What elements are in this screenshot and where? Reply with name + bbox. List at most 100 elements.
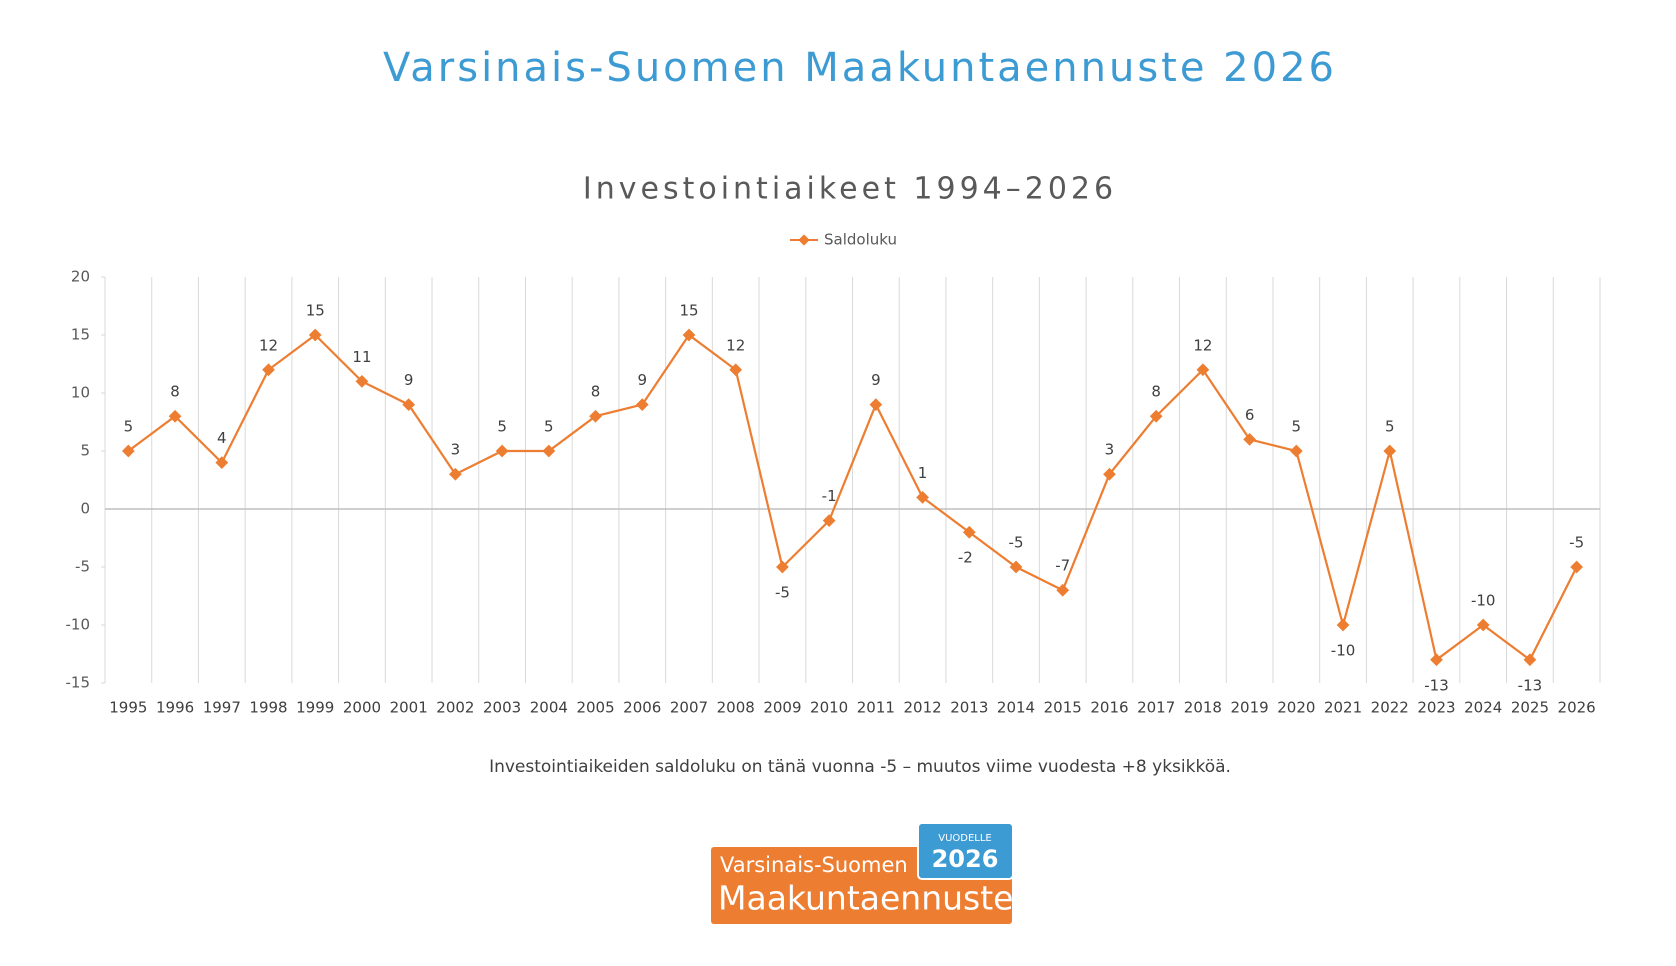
data-label: -1 bbox=[822, 487, 837, 505]
logo-badge-small: VUODELLE bbox=[938, 833, 992, 844]
x-tick-label: 2026 bbox=[1558, 699, 1596, 717]
x-tick-label: 2005 bbox=[576, 699, 614, 717]
x-tick-label: 2021 bbox=[1324, 699, 1362, 717]
data-label: -10 bbox=[1471, 592, 1496, 610]
marker bbox=[449, 467, 462, 481]
marker bbox=[1570, 560, 1584, 574]
marker bbox=[402, 398, 416, 411]
data-label: 5 bbox=[1292, 418, 1302, 436]
y-tick-label: 0 bbox=[80, 500, 90, 518]
x-tick-label: 2019 bbox=[1231, 699, 1269, 717]
marker bbox=[1336, 618, 1350, 632]
y-tick-label: -15 bbox=[66, 674, 91, 692]
marker bbox=[168, 409, 182, 423]
data-label: 12 bbox=[259, 336, 278, 354]
data-label: 8 bbox=[591, 383, 601, 401]
x-tick-label: 2023 bbox=[1417, 699, 1455, 717]
x-tick-label: 1998 bbox=[249, 699, 287, 717]
marker bbox=[635, 398, 649, 411]
x-tick-label: 2008 bbox=[717, 699, 755, 717]
line bbox=[127, 333, 1578, 662]
x-tick-label: 2013 bbox=[950, 699, 988, 717]
logo-badge bbox=[917, 822, 1014, 880]
logo-badge-year: 2026 bbox=[932, 845, 999, 873]
x-tick-label: 2015 bbox=[1044, 699, 1082, 717]
chart-title: Investointiaikeet 1994–2026 bbox=[583, 172, 1117, 207]
data-label: -2 bbox=[958, 549, 973, 567]
marker bbox=[308, 328, 322, 342]
marker bbox=[1289, 444, 1303, 458]
data-label: -5 bbox=[775, 584, 790, 602]
x-tick-label: 2002 bbox=[436, 699, 474, 717]
x-tick-label: 2014 bbox=[997, 699, 1035, 717]
data-label: 11 bbox=[352, 348, 371, 366]
x-tick-label: 2025 bbox=[1511, 699, 1549, 717]
data-label: 5 bbox=[544, 418, 554, 436]
legend-label: Saldoluku bbox=[824, 231, 897, 249]
data-label: 9 bbox=[404, 371, 414, 389]
data-label: 3 bbox=[451, 441, 461, 459]
data-label: 5 bbox=[497, 418, 507, 436]
data-label: 9 bbox=[637, 371, 647, 389]
data-label: -10 bbox=[1331, 642, 1356, 660]
y-tick-label: 20 bbox=[71, 268, 90, 286]
y-tick-label: 15 bbox=[71, 326, 90, 344]
data-label: 5 bbox=[124, 418, 134, 436]
x-tick-label: 2000 bbox=[343, 699, 381, 717]
x-tick-label: 2001 bbox=[390, 699, 428, 717]
data-label: 6 bbox=[1245, 406, 1255, 424]
x-tick-label: 2006 bbox=[623, 699, 661, 717]
y-tick-label: -5 bbox=[75, 558, 90, 576]
data-label: 4 bbox=[217, 429, 227, 447]
x-tick-label: 2020 bbox=[1277, 699, 1315, 717]
page-title: Varsinais-Suomen Maakuntaennuste 2026 bbox=[383, 45, 1337, 91]
x-tick-label: 1996 bbox=[156, 699, 194, 717]
y-tick-label: 5 bbox=[80, 442, 90, 460]
data-label: -13 bbox=[1518, 676, 1543, 694]
x-tick-label: 1997 bbox=[203, 699, 241, 717]
data-label: -13 bbox=[1424, 676, 1449, 694]
data-label: 15 bbox=[679, 302, 698, 320]
marker bbox=[355, 375, 369, 388]
data-label: 9 bbox=[871, 371, 881, 389]
data-label: 1 bbox=[918, 464, 928, 482]
x-tick-label: 2004 bbox=[530, 699, 568, 717]
marker bbox=[1243, 433, 1256, 446]
data-label: 3 bbox=[1105, 441, 1115, 459]
marker bbox=[1383, 444, 1397, 458]
marker bbox=[262, 363, 275, 377]
logo-line2: Maakuntaennuste bbox=[718, 879, 1014, 918]
data-label: -7 bbox=[1055, 557, 1070, 575]
marker bbox=[121, 444, 135, 458]
x-tick-label: 2003 bbox=[483, 699, 521, 717]
data-label: -5 bbox=[1009, 534, 1024, 552]
x-tick-label: 1999 bbox=[296, 699, 334, 717]
data-label: -5 bbox=[1569, 534, 1584, 552]
data-label: 5 bbox=[1385, 418, 1395, 436]
x-tick-label: 2007 bbox=[670, 699, 708, 717]
y-tick-label: 10 bbox=[71, 384, 90, 402]
x-tick-label: 2022 bbox=[1371, 699, 1409, 717]
y-tick-label: -10 bbox=[66, 616, 91, 634]
legend-marker bbox=[798, 234, 810, 246]
logo: VUODELLE 2026 Varsinais-Suomen Maakuntae… bbox=[711, 822, 1014, 924]
x-tick-label: 2024 bbox=[1464, 699, 1502, 717]
x-tick-label: 2012 bbox=[903, 699, 941, 717]
logo-line1: Varsinais-Suomen bbox=[720, 853, 908, 877]
data-label: 12 bbox=[726, 336, 745, 354]
x-tick-label: 2017 bbox=[1137, 699, 1175, 717]
x-tick-label: 1995 bbox=[109, 699, 147, 717]
marker bbox=[869, 398, 883, 411]
marker bbox=[1056, 583, 1070, 597]
marker bbox=[215, 456, 229, 469]
x-tick-label: 2018 bbox=[1184, 699, 1222, 717]
data-label: 15 bbox=[306, 302, 325, 320]
x-tick-label: 2010 bbox=[810, 699, 848, 717]
marker bbox=[495, 444, 509, 458]
data-label: 12 bbox=[1193, 336, 1212, 354]
x-tick-label: 2016 bbox=[1090, 699, 1128, 717]
data-label: 8 bbox=[1151, 383, 1161, 401]
x-tick-label: 2009 bbox=[763, 699, 801, 717]
